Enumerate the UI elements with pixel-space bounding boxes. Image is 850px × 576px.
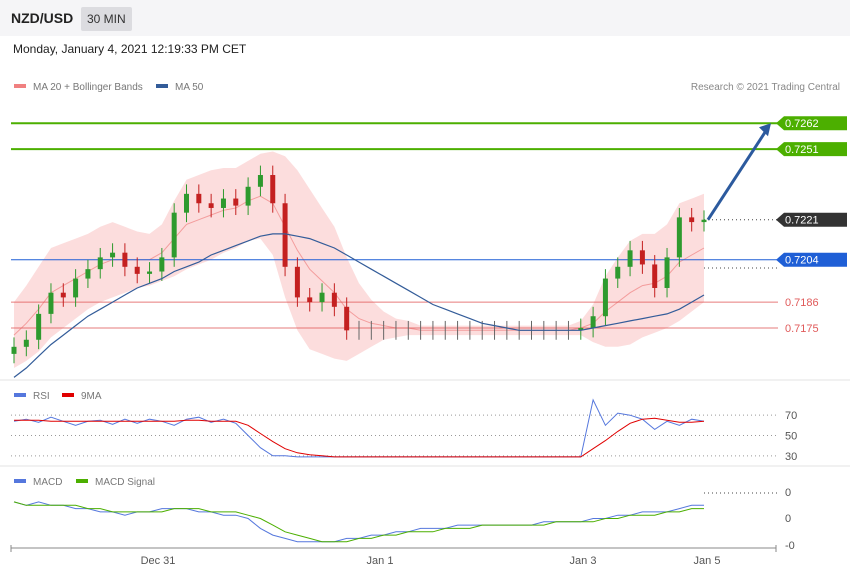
candle-body-46 (578, 327, 584, 331)
candle-body-0 (11, 346, 17, 354)
level-label-5: 0.7175 (785, 323, 819, 335)
time-axis: Dec 31 Jan 1 Jan 3 Jan 5 (10, 545, 777, 567)
forecast-arrow-shaft (706, 128, 769, 221)
chart-header: NZD/USD 30 MIN (0, 0, 850, 36)
level-label-1: 0.7251 (785, 144, 819, 156)
candle-body-50 (627, 250, 633, 267)
rsi-legend-label-0: RSI (33, 391, 50, 402)
level-label-0: 0.7262 (785, 118, 819, 130)
candle-body-13 (171, 212, 177, 258)
rsi-series-1 (14, 417, 705, 458)
macd-tick-0: 0 (785, 487, 791, 499)
x-tick-label-2: Jan 3 (570, 555, 597, 567)
macd-legend-label-1: MACD Signal (95, 477, 155, 488)
candle-body-10 (134, 266, 140, 274)
report-datetime: Monday, January 4, 2021 12:19:33 PM CET (13, 42, 247, 56)
candle-body-23 (294, 266, 300, 298)
candle-body-12 (159, 257, 165, 272)
candle-body-8 (110, 252, 116, 258)
rsi-panel: RSI 9MA 70 50 30 (0, 391, 850, 467)
level-label-3: 0.7204 (785, 255, 819, 267)
candle-body-2 (36, 313, 42, 340)
forecast-arrow-head (759, 123, 771, 137)
legend-label-0: MA 20 + Bollinger Bands (33, 82, 143, 93)
rsi-legend-swatch-0 (14, 393, 26, 397)
candle-body-19 (245, 186, 251, 206)
candle-body-22 (282, 203, 288, 267)
candle-body-3 (48, 292, 54, 314)
rsi-legend-label-1: 9MA (81, 391, 102, 402)
level-tag-0 (776, 116, 847, 131)
x-tick-label-0: Dec 31 (141, 555, 176, 567)
candle-body-20 (257, 175, 263, 187)
candle-body-47 (590, 316, 596, 328)
candle-body-25 (319, 292, 325, 303)
level-tag-1 (776, 142, 847, 157)
credit-text: Research © 2021 Trading Central (691, 82, 840, 93)
ma50-line (13, 233, 705, 378)
legend-swatch-1 (156, 84, 168, 88)
level-label-4: 0.7186 (785, 297, 819, 309)
price-panel: MA 20 + Bollinger Bands MA 50 Research © 2… (0, 82, 850, 381)
candle-body-51 (639, 250, 645, 265)
level-label-2: 0.7221 (785, 215, 819, 227)
candle-body-55 (689, 217, 695, 223)
candle-body-26 (331, 292, 337, 307)
legend-label-1: MA 50 (175, 82, 204, 93)
macd-tick-1: 0 (785, 513, 791, 525)
rsi-tick-1: 50 (785, 431, 797, 443)
currency-pair-title: NZD/USD (11, 10, 74, 26)
macd-series-0 (13, 501, 704, 543)
timeframe-button[interactable]: 30 MIN (81, 7, 132, 31)
macd-tick-2: -0 (785, 540, 795, 552)
candle-body-9 (122, 252, 128, 267)
candle-body-4 (60, 292, 66, 298)
candle-body-52 (652, 264, 658, 288)
macd-legend-label-0: MACD (33, 477, 62, 488)
level-tag-3 (776, 252, 847, 267)
candle-body-18 (233, 198, 239, 206)
level-tag-2 (776, 212, 847, 227)
candle-body-54 (676, 217, 682, 258)
candle-body-16 (208, 203, 214, 208)
candle-body-17 (220, 198, 226, 208)
candle-body-24 (307, 297, 313, 303)
candle-body-11 (147, 271, 153, 274)
candle-body-53 (664, 257, 670, 288)
legend-swatch-0 (14, 84, 26, 88)
rsi-legend-swatch-1 (62, 393, 74, 397)
macd-panel: MACD MACD Signal 0 0 -0 (13, 477, 795, 552)
candle-body-5 (73, 278, 79, 298)
candle-body-48 (602, 278, 608, 317)
candle-body-6 (85, 269, 91, 279)
rsi-tick-0: 70 (785, 410, 797, 422)
candle-body-56 (701, 219, 707, 223)
rsi-tick-2: 30 (785, 451, 797, 463)
candle-body-14 (184, 193, 189, 213)
x-tick-label-1: Jan 1 (367, 555, 394, 567)
candle-body-49 (615, 266, 621, 279)
macd-legend-swatch-0 (14, 479, 26, 483)
x-tick-label-3: Jan 5 (694, 555, 721, 567)
rsi-series-0 (13, 398, 705, 458)
candle-body-27 (344, 306, 350, 331)
macd-legend-swatch-1 (76, 479, 88, 483)
candle-body-7 (97, 257, 103, 270)
candle-body-15 (196, 193, 202, 204)
macd-series-1 (13, 501, 704, 543)
candle-body-1 (23, 339, 29, 347)
candle-body-21 (270, 175, 276, 204)
